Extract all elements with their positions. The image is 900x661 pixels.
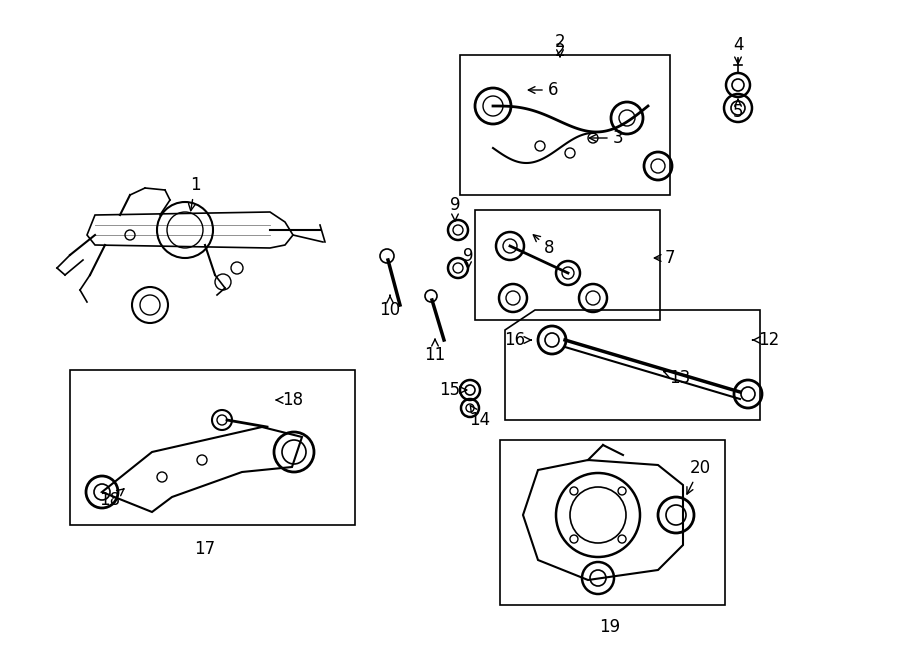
- Text: 13: 13: [663, 369, 690, 387]
- Text: 17: 17: [194, 540, 216, 558]
- Text: 9: 9: [463, 247, 473, 268]
- Text: 12: 12: [752, 331, 779, 349]
- Text: 20: 20: [687, 459, 711, 494]
- Text: 18: 18: [276, 391, 303, 409]
- Bar: [460, 55, 670, 195]
- Text: 4: 4: [733, 36, 743, 63]
- Text: 16: 16: [504, 331, 531, 349]
- Bar: [70, 370, 355, 525]
- Text: 5: 5: [733, 99, 743, 121]
- Text: 18: 18: [99, 489, 124, 509]
- Text: 10: 10: [380, 295, 400, 319]
- Bar: [500, 440, 725, 605]
- Text: 2: 2: [554, 42, 565, 60]
- Text: 1: 1: [188, 176, 201, 211]
- Bar: [475, 210, 660, 320]
- Text: 14: 14: [470, 405, 490, 429]
- Text: 3: 3: [590, 129, 624, 147]
- Text: 19: 19: [599, 618, 621, 636]
- Text: 6: 6: [528, 81, 558, 99]
- Text: 11: 11: [425, 339, 446, 364]
- Text: 7: 7: [654, 249, 675, 267]
- Text: 2: 2: [554, 33, 565, 57]
- Text: 15: 15: [439, 381, 467, 399]
- Text: 9: 9: [450, 196, 460, 221]
- Text: 8: 8: [534, 235, 554, 257]
